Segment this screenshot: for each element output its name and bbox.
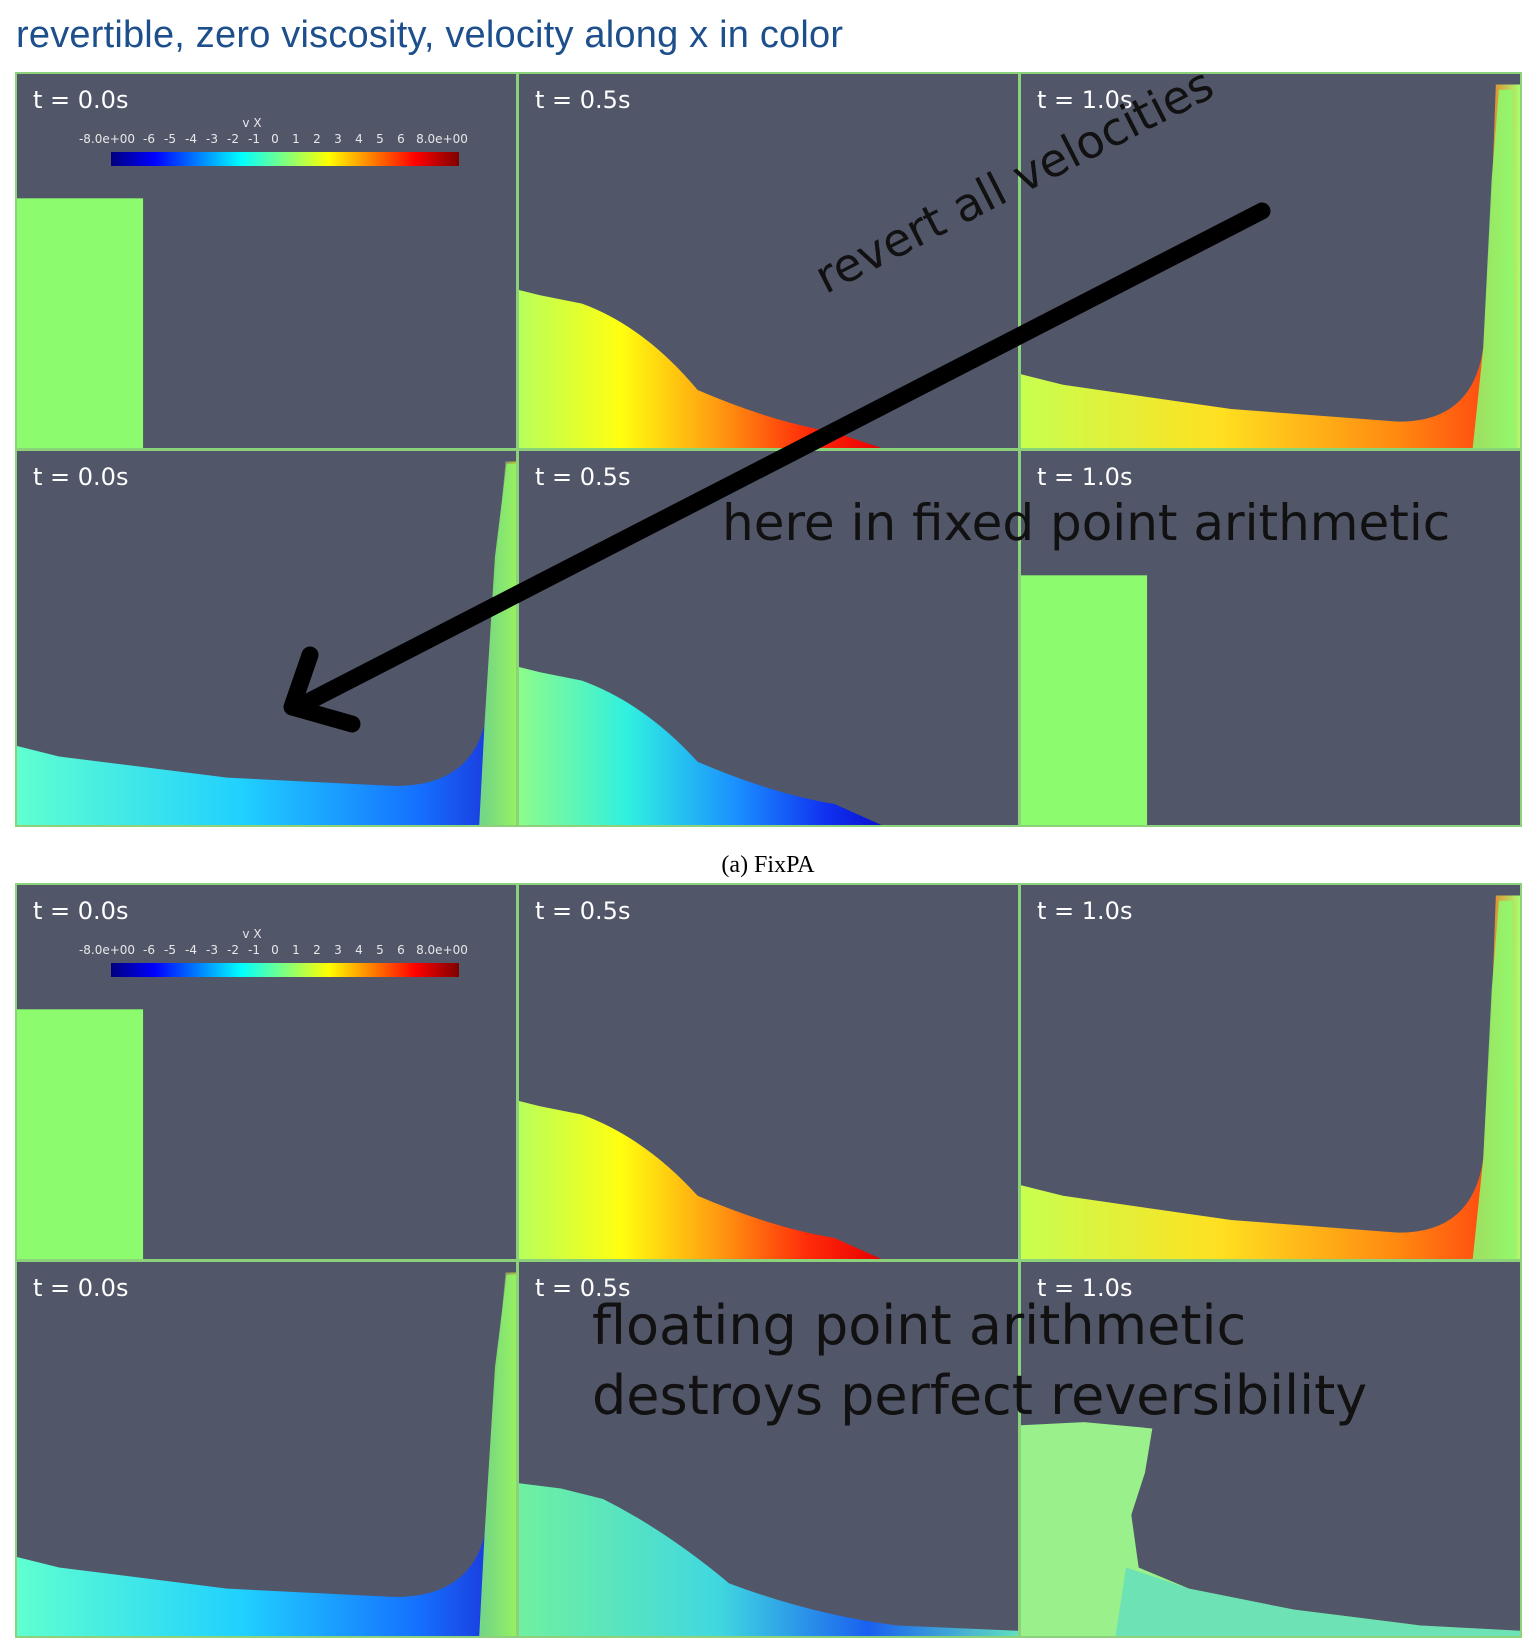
tick: -2 [227,132,239,146]
tick: 5 [376,132,384,146]
tick: 4 [355,943,363,957]
panel-b-bottom-t1: t = 1.0s [1021,1262,1520,1636]
time-label: t = 0.0s [33,897,129,925]
tick: -3 [206,132,218,146]
figure-a-grid: t = 0.0s v X -8.0e+00 -6 -5 -4 -3 -2 -1 … [15,72,1522,827]
colorbar-gradient [111,152,459,166]
tick: 0 [271,132,279,146]
tick: 5 [376,943,384,957]
tick: -5 [164,943,176,957]
colorbar-min-label: -8.0e+00 [78,943,136,957]
figure-caption: (a) FixPA [721,852,815,878]
tick: -1 [248,943,260,957]
panel-b-top-t05: t = 0.5s [519,885,1018,1259]
colorbar-max-label: 8.0e+00 [416,943,468,957]
tick: 2 [313,132,321,146]
panel-a-bottom-t0: t = 0.0s [17,451,516,825]
fluid-splash [1021,895,1520,1259]
tick: -6 [143,132,155,146]
tick: 4 [355,132,363,146]
tick: -4 [185,132,197,146]
time-label: t = 0.5s [535,86,631,114]
tick: 2 [313,943,321,957]
fluid-wave [519,1100,882,1259]
time-label: t = 1.0s [1037,463,1133,491]
panel-b-top-t1: t = 1.0s [1021,885,1520,1259]
figure-title: revertible, zero viscosity, velocity alo… [16,14,844,56]
fluid-splash-reversed [17,1272,516,1636]
fluid-wave [519,289,882,448]
colorbar-min-label: -8.0e+00 [78,132,136,146]
tick: -6 [143,943,155,957]
tick: 1 [292,943,300,957]
tick: -3 [206,943,218,957]
tick: -2 [227,943,239,957]
panel-a-top-t0: t = 0.0s v X -8.0e+00 -6 -5 -4 -3 -2 -1 … [17,74,516,448]
tick: 3 [334,132,342,146]
figure-b-grid: t = 0.0s v X -8.0e+00 -6 -5 -4 -3 -2 -1 … [15,883,1522,1638]
panel-b-bottom-t0: t = 0.0s [17,1262,516,1636]
fluid-splash-reversed [17,461,516,825]
time-label: t = 1.0s [1037,1274,1133,1302]
colorbar-title: v X [242,927,262,941]
panel-b-bottom-t05: t = 0.5s [519,1262,1018,1636]
fluid-wave-perturbed [519,1483,1018,1636]
tick: -5 [164,132,176,146]
panel-a-top-t05: t = 0.5s [519,74,1018,448]
time-label: t = 1.0s [1037,897,1133,925]
colorbar-title: v X [242,116,262,130]
colorbar: v X -8.0e+00 -6 -5 -4 -3 -2 -1 0 1 2 3 4… [67,116,468,170]
colorbar-gradient [111,963,459,977]
colorbar-max-label: 8.0e+00 [416,132,468,146]
time-label: t = 0.5s [535,1274,631,1302]
panel-b-top-t0: t = 0.0s v X -8.0e+00 -6 -5 -4 -3 -2 -1 … [17,885,516,1259]
colorbar-ticks: -8.0e+00 -6 -5 -4 -3 -2 -1 0 1 2 3 4 5 6… [67,132,468,146]
fluid-column [17,1009,144,1259]
tick: 0 [271,943,279,957]
time-label: t = 0.5s [535,463,631,491]
floating-point-note-line2: destroys perfect reversibility [592,1364,1368,1427]
tick: 1 [292,132,300,146]
floating-point-note-line1: floating point arithmetic [592,1294,1247,1357]
time-label: t = 0.0s [33,1274,129,1302]
time-label: t = 0.0s [33,463,129,491]
fluid-column [17,198,144,448]
tick: 6 [397,943,405,957]
tick: 6 [397,132,405,146]
time-label: t = 0.0s [33,86,129,114]
tick: -1 [248,132,260,146]
time-label: t = 0.5s [535,897,631,925]
fluid-column-distorted [1021,1422,1520,1636]
fixed-point-note: here in fixed point arithmetic [722,494,1451,552]
colorbar: v X -8.0e+00 -6 -5 -4 -3 -2 -1 0 1 2 3 4… [67,927,468,981]
tick: -4 [185,943,197,957]
time-label: t = 1.0s [1037,86,1133,114]
colorbar-ticks: -8.0e+00 -6 -5 -4 -3 -2 -1 0 1 2 3 4 5 6… [67,943,468,957]
tick: 3 [334,943,342,957]
